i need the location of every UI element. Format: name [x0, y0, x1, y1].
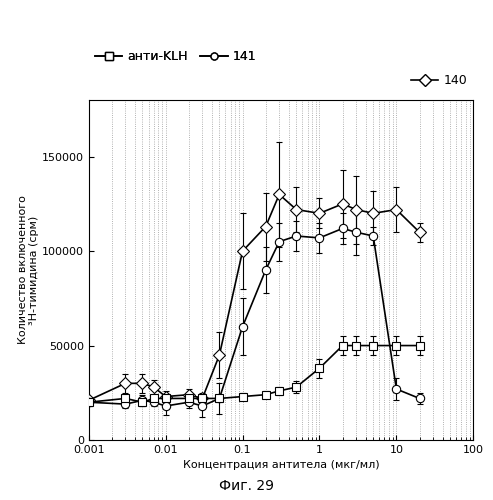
X-axis label: Концентрация антитела (мкг/мл): Концентрация антитела (мкг/мл) — [183, 460, 379, 470]
Y-axis label: Количество включенного
³H-тимидина (срм): Количество включенного ³H-тимидина (срм) — [17, 196, 39, 344]
Text: Фиг. 29: Фиг. 29 — [219, 479, 274, 493]
Legend: анти-KLH, 141: анти-KLH, 141 — [95, 50, 257, 63]
